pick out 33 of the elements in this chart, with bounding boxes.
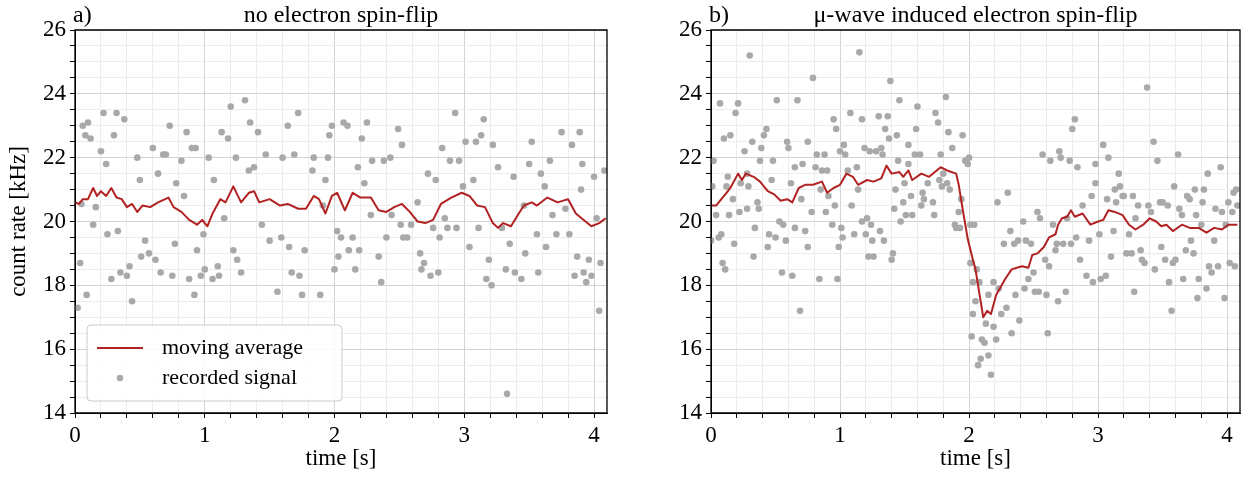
y-tick-label: 14 — [679, 399, 703, 425]
y-tick-label: 14 — [43, 399, 67, 425]
y-tick-label: 26 — [43, 16, 66, 42]
chart-title: no electron spin-flip — [243, 1, 439, 28]
y-tick-label: 18 — [679, 271, 702, 297]
y-tick-label: 22 — [43, 143, 66, 169]
legend-label: recorded signal — [162, 363, 297, 389]
x-tick-label: 1 — [834, 421, 846, 447]
y-tick-label: 26 — [679, 16, 702, 42]
x-tick-label: 0 — [69, 421, 81, 447]
y-tick-label: 20 — [679, 207, 702, 233]
x-tick-label: 3 — [458, 421, 471, 447]
text: a) — [73, 1, 92, 28]
x-tick-label: 1 — [199, 421, 211, 447]
x-tick-label: 2 — [963, 421, 975, 447]
y-tick-label: 22 — [679, 143, 702, 169]
y-tick-label: 24 — [679, 79, 703, 105]
y-tick-label: 18 — [43, 271, 66, 297]
y-tick-label: 16 — [43, 335, 66, 361]
x-tick-label: 4 — [1221, 421, 1234, 447]
y-tick-label: 20 — [43, 207, 66, 233]
x-tick-label: 0 — [705, 421, 717, 447]
y-tick-label: 24 — [43, 79, 67, 105]
y-axis-title: count rate [kHz] — [4, 146, 30, 297]
y-tick-label: 16 — [679, 335, 702, 361]
x-axis-title: time [s] — [305, 445, 377, 471]
text: b) — [709, 1, 729, 28]
x-tick-label: 3 — [1092, 421, 1104, 447]
x-axis-title: time [s] — [940, 445, 1011, 471]
x-tick-label: 2 — [328, 421, 341, 447]
legend-label: moving average — [162, 333, 304, 359]
x-tick-label: 4 — [588, 421, 601, 447]
chart-title: μ-wave induced electron spin-flip — [813, 1, 1138, 28]
